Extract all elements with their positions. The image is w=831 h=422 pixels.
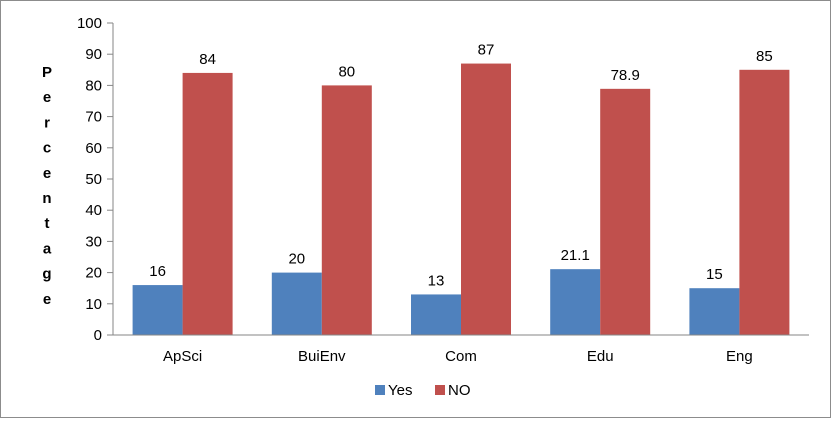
x-category-label: ApSci bbox=[163, 348, 202, 365]
y-axis-label-letter: P bbox=[42, 64, 52, 81]
bars bbox=[132, 63, 790, 336]
data-label-yes-com: 13 bbox=[428, 272, 445, 289]
y-tick-label: 90 bbox=[85, 46, 102, 63]
y-tick-label: 10 bbox=[85, 296, 102, 313]
bar-no-apsci bbox=[182, 72, 233, 336]
x-category-label: BuiEnv bbox=[298, 348, 346, 365]
bar-no-eng bbox=[739, 69, 790, 336]
data-label-yes-apsci: 16 bbox=[149, 263, 166, 280]
x-axis-categories: ApSci BuiEnv Com Edu Eng bbox=[163, 348, 753, 365]
bar-yes-eng bbox=[689, 288, 740, 335]
bar-no-com bbox=[461, 63, 511, 336]
bar-yes-apsci bbox=[132, 285, 183, 335]
y-tick-label: 30 bbox=[85, 233, 102, 250]
x-category-label: Com bbox=[445, 348, 477, 365]
y-axis-label-letter: t bbox=[45, 215, 50, 232]
data-label-no-buienv: 80 bbox=[338, 63, 355, 80]
y-axis-label-letter: c bbox=[43, 140, 51, 157]
bar-yes-edu bbox=[550, 269, 601, 335]
y-axis-label-letter: g bbox=[42, 266, 51, 283]
y-axis-label-letter: r bbox=[44, 114, 50, 131]
y-axis-label-letter: a bbox=[43, 240, 52, 257]
y-tick-label: 0 bbox=[94, 327, 102, 344]
y-axis-ticks: 0 10 20 30 40 50 60 70 80 90 100 bbox=[77, 15, 113, 344]
bar-yes-com bbox=[411, 294, 461, 335]
y-tick-label: 60 bbox=[85, 140, 102, 157]
legend-swatch-yes bbox=[375, 385, 385, 395]
y-tick-label: 100 bbox=[77, 15, 102, 32]
y-tick-label: 20 bbox=[85, 265, 102, 282]
bar-no-edu bbox=[600, 88, 651, 335]
data-label-no-edu: 78.9 bbox=[611, 67, 640, 84]
legend: Yes NO bbox=[375, 382, 471, 399]
legend-swatch-no bbox=[435, 385, 445, 395]
y-axis-label-letter: e bbox=[43, 89, 51, 106]
y-axis-label-letter: e bbox=[43, 165, 51, 182]
y-tick-label: 40 bbox=[85, 202, 102, 219]
data-label-no-apsci: 84 bbox=[199, 51, 216, 68]
legend-label-yes: Yes bbox=[388, 382, 412, 399]
x-category-label: Eng bbox=[726, 348, 753, 365]
y-axis-label-letter: e bbox=[43, 291, 51, 308]
y-tick-label: 80 bbox=[85, 77, 102, 94]
data-label-no-eng: 85 bbox=[756, 48, 773, 65]
data-labels: 16 84 20 80 13 87 21.1 78.9 15 85 bbox=[149, 42, 772, 290]
data-label-yes-buienv: 20 bbox=[288, 251, 305, 268]
y-tick-label: 50 bbox=[85, 171, 102, 188]
bar-no-buienv bbox=[321, 85, 372, 336]
legend-label-no: NO bbox=[448, 382, 471, 399]
data-label-yes-eng: 15 bbox=[706, 266, 723, 283]
y-axis-label-letter: n bbox=[42, 190, 51, 207]
data-label-yes-edu: 21.1 bbox=[561, 247, 590, 264]
data-label-no-com: 87 bbox=[478, 42, 495, 59]
y-tick-label: 70 bbox=[85, 109, 102, 126]
bar-yes-buienv bbox=[271, 272, 322, 335]
x-category-label: Edu bbox=[587, 348, 614, 365]
